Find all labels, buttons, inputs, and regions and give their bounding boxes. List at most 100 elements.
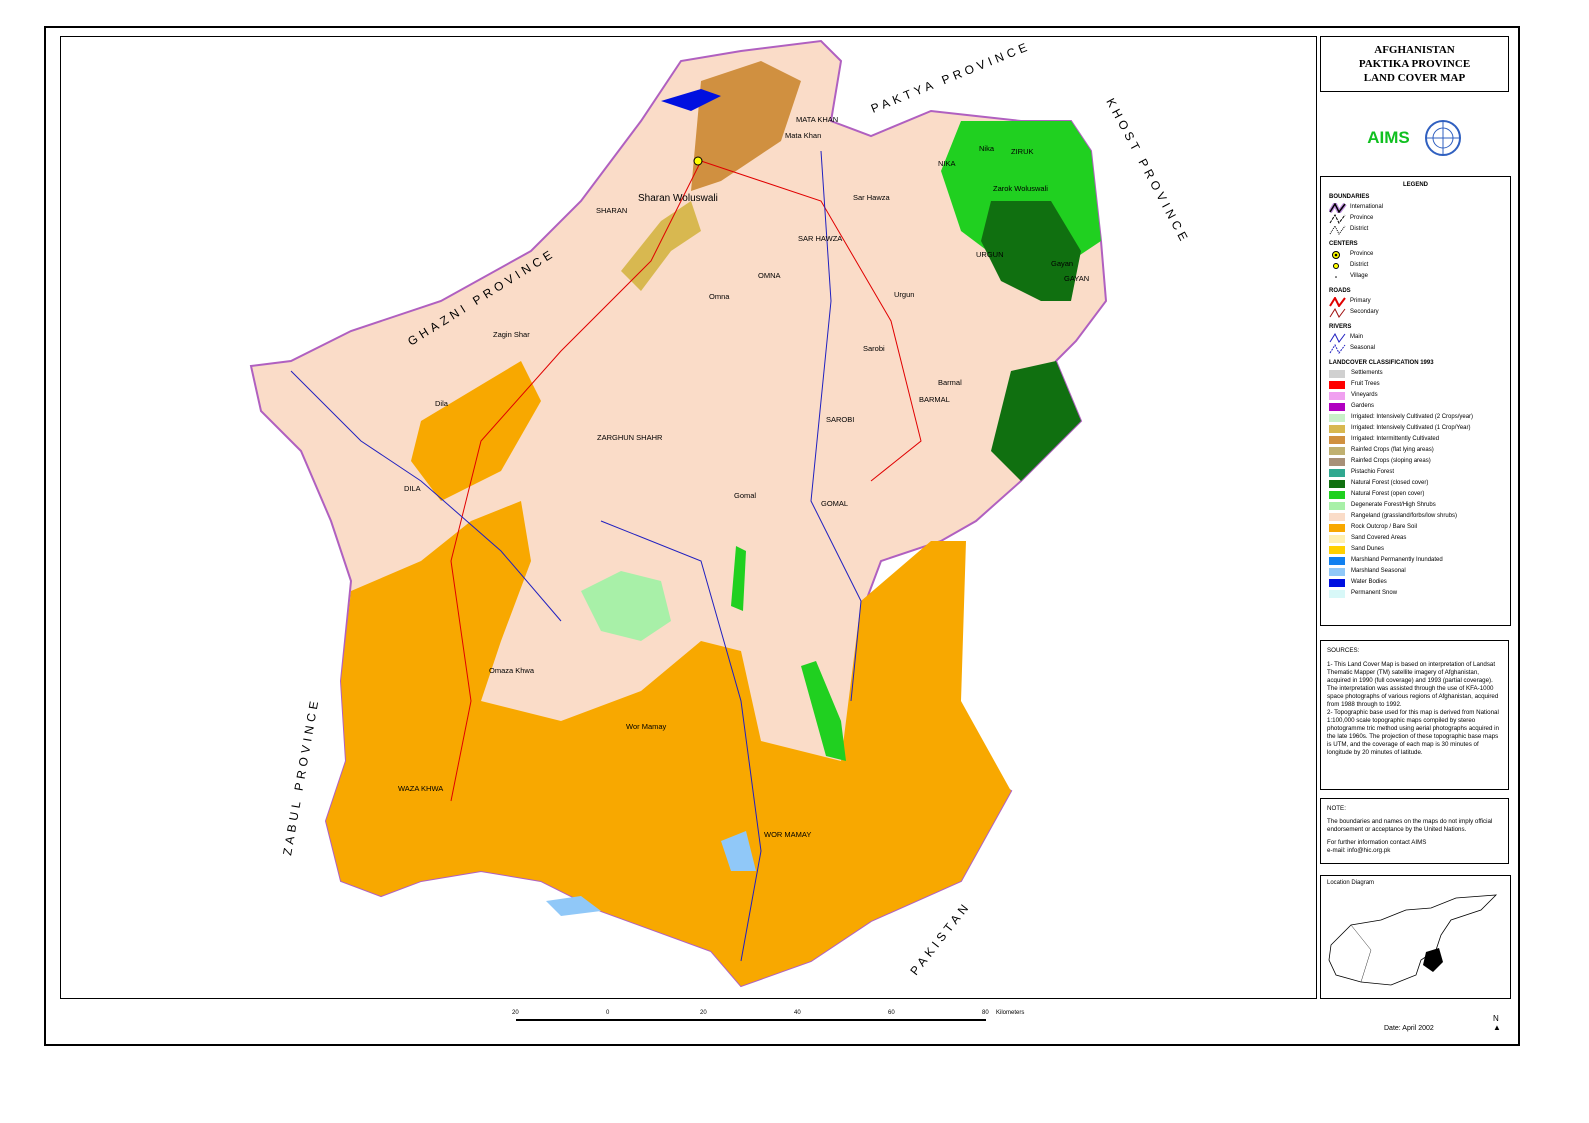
marsh-seasonal-sw — [546, 896, 601, 916]
landcover-swatch — [1329, 578, 1345, 587]
legend-landcover-item: Irrigated: Intermittently Cultivated — [1329, 434, 1507, 445]
open-forest-patch-1 — [731, 546, 746, 611]
landcover-label: Marshland Permanently Inundated — [1351, 557, 1443, 563]
landcover-label: Rainfed Crops (flat lying areas) — [1351, 447, 1434, 453]
district-center-label: Urgun — [894, 290, 914, 299]
landcover-label: Irrigated: Intensively Cultivated (1 Cro… — [1351, 425, 1471, 431]
landcover-swatch — [1329, 446, 1345, 455]
landcover-swatch — [1329, 369, 1345, 378]
district-label: URGUN — [976, 250, 1004, 259]
neighbor-label-zabul: ZABUL PROVINCE — [280, 696, 322, 856]
open-forest-patch-2 — [801, 661, 846, 761]
landcover-swatch — [1329, 435, 1345, 444]
note-contact: For further information contact AIMS — [1327, 839, 1427, 846]
scale-tick-label: 0 — [606, 1010, 610, 1016]
landcover-list: Settlements Fruit Trees Vineyards Gardens Ir… — [1321, 368, 1510, 599]
legend-landcover-item: Marshland Permanently Inundated — [1329, 555, 1507, 566]
title-line-country: AFGHANISTAN — [1374, 44, 1455, 56]
scale-unit: Kilometers — [996, 1010, 1025, 1016]
landcover-label: Marshland Seasonal — [1351, 568, 1406, 574]
legend-roads-heading: ROADS — [1329, 288, 1351, 294]
district-center-label: Zagin Shar — [493, 330, 530, 339]
legend-landcover-item: Vineyards — [1329, 390, 1507, 401]
district-center-label: Sarobi — [863, 344, 885, 353]
scale-tick-label: 40 — [794, 1010, 801, 1016]
location-diagram-heading: Location Diagram — [1327, 880, 1375, 886]
landcover-swatch — [1329, 424, 1345, 433]
landcover-swatch — [1329, 589, 1345, 598]
district-label: SHARAN — [596, 206, 627, 215]
seasonal-river-icon — [1329, 343, 1346, 354]
district-label: SAR HAWZA — [798, 234, 842, 243]
primary-road-icon — [1329, 296, 1346, 307]
landcover-swatch — [1329, 402, 1345, 411]
primary-road — [450, 160, 702, 802]
note-email[interactable]: e-mail: info@hic.org.pk — [1327, 847, 1391, 854]
sources-paragraph-2: 2- Topographic base used for this map is… — [1327, 709, 1499, 756]
afghanistan-outline-map — [1328, 894, 1498, 986]
legend-landcover-item: Sand Dunes — [1329, 544, 1507, 555]
logo-area: AIMS — [1320, 108, 1509, 168]
district-label: ZARGHUN SHAHR — [597, 433, 663, 442]
landcover-label: Fruit Trees — [1351, 381, 1380, 387]
note-panel: NOTE: The boundaries and names on the ma… — [1320, 798, 1509, 864]
district-center-label: Wor Mamay — [626, 722, 667, 731]
main-river — [810, 150, 862, 702]
legend-landcover-item: Settlements — [1329, 368, 1507, 379]
landcover-swatch — [1329, 501, 1345, 510]
location-diagram: Location Diagram — [1320, 875, 1511, 999]
district-label: ZIRUK — [1011, 147, 1034, 156]
north-arrow: N ▲ — [1493, 1014, 1501, 1032]
legend-boundaries-heading: BOUNDARIES — [1329, 194, 1370, 200]
district-label: MATA KHAN — [796, 115, 838, 124]
district-center-label: Nika — [979, 144, 995, 153]
landcover-label: Natural Forest (closed cover) — [1351, 480, 1429, 486]
province-center-icon — [1332, 250, 1340, 259]
district-center-label: Omna — [709, 292, 730, 301]
marsh-seasonal-south — [721, 831, 756, 871]
legend-landcover-item: Rock Outcrop / Bare Soil — [1329, 522, 1507, 533]
water-body-north — [661, 89, 721, 111]
sources-heading: SOURCES: — [1327, 647, 1360, 654]
title-line-province: PAKTIKA PROVINCE — [1358, 58, 1471, 70]
landcover-swatch — [1329, 523, 1345, 532]
legend-secondary-road: Secondary — [1329, 307, 1507, 318]
note-text: The boundaries and names on the maps do … — [1327, 818, 1493, 833]
legend-district-boundary: District — [1329, 224, 1507, 235]
degenerate-forest — [581, 571, 671, 641]
district-label: OMNA — [758, 271, 781, 280]
legend-landcover-item: Natural Forest (open cover) — [1329, 489, 1507, 500]
district-label: BARMAL — [919, 395, 950, 404]
landcover-label: Rangeland (grassland/forbs/low shrubs) — [1351, 513, 1458, 519]
landcover-label: Vineyards — [1351, 392, 1378, 398]
scale-tick-label: 80 — [982, 1010, 989, 1016]
legend-landcover-item: Pistachio Forest — [1329, 467, 1507, 478]
landcover-swatch — [1329, 534, 1345, 543]
forest-east-closed-2 — [991, 361, 1081, 481]
landcover-swatch — [1329, 567, 1345, 576]
legend-landcover-item: Gardens — [1329, 401, 1507, 412]
district-center-label: Gomal — [734, 491, 756, 500]
landcover-label: Sand Dunes — [1351, 546, 1385, 552]
district-center-label: Barmal — [938, 378, 962, 387]
district-center-label: Omaza Khwa — [489, 666, 535, 675]
district-label: GAYAN — [1064, 274, 1089, 283]
north-label: N — [1493, 1014, 1499, 1023]
district-label: SAROBI — [826, 415, 854, 424]
landcover-label: Degenerate Forest/High Shrubs — [1351, 502, 1436, 508]
legend-landcover-item: Irrigated: Intensively Cultivated (1 Cro… — [1329, 423, 1507, 434]
landcover-swatch — [1329, 391, 1345, 400]
district-center-label: Sar Hawza — [853, 193, 891, 202]
legend-seasonal-river: Seasonal — [1329, 343, 1507, 354]
irrigated-sharan — [621, 201, 701, 291]
scale-bar: 20 0 20 40 60 80 Kilometers — [512, 1010, 1032, 1030]
outer-border — [44, 26, 1520, 1046]
district-center-label: Mata Khan — [785, 131, 821, 140]
landcover-label: Permanent Snow — [1351, 590, 1398, 596]
note-heading: NOTE: — [1327, 805, 1346, 812]
legend-landcover-item: Rainfed Crops (flat lying areas) — [1329, 445, 1507, 456]
landcover-label: Pistachio Forest — [1351, 469, 1395, 475]
legend-landcover-item: Irrigated: Intensively Cultivated (2 Cro… — [1329, 412, 1507, 423]
sources-paragraph-1: 1- This Land Cover Map is based on inter… — [1327, 661, 1499, 708]
legend-landcover-heading: LANDCOVER CLASSIFICATION 1993 — [1329, 360, 1434, 366]
